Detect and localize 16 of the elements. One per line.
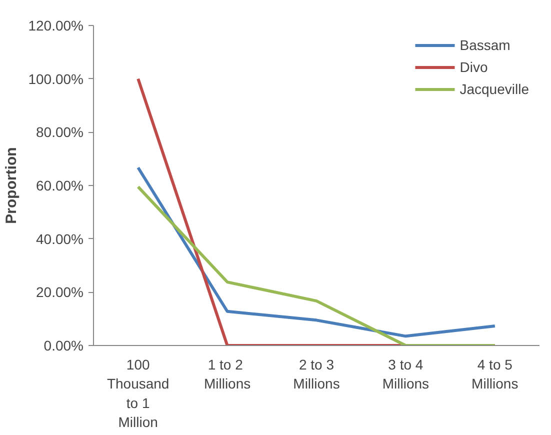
x-tick-label: 3 to 4 Millions — [382, 356, 430, 392]
legend-label: Jacqueville — [460, 81, 529, 97]
legend-label: Bassam — [460, 37, 510, 53]
x-tick-label: 1 to 2 Millions — [204, 356, 251, 392]
y-tick-label: 120.00% — [28, 18, 84, 34]
y-tick-label: 60.00% — [36, 178, 84, 194]
x-tick-label: 4 to 5 Millions — [472, 356, 518, 392]
y-tick-label: 40.00% — [36, 230, 84, 247]
x-tick-label: 2 to 3 Millions — [293, 356, 340, 392]
x-tick-label: 100 Thousand to 1 Million — [106, 356, 170, 430]
legend-label: Divo — [460, 59, 488, 75]
y-tick-label: 0.00% — [44, 338, 84, 354]
y-axis-title: Proportion — [3, 147, 20, 224]
y-tick-label: 100.00% — [28, 70, 84, 87]
y-tick-label: 80.00% — [36, 124, 84, 140]
y-tick-label: 20.00% — [36, 284, 84, 300]
